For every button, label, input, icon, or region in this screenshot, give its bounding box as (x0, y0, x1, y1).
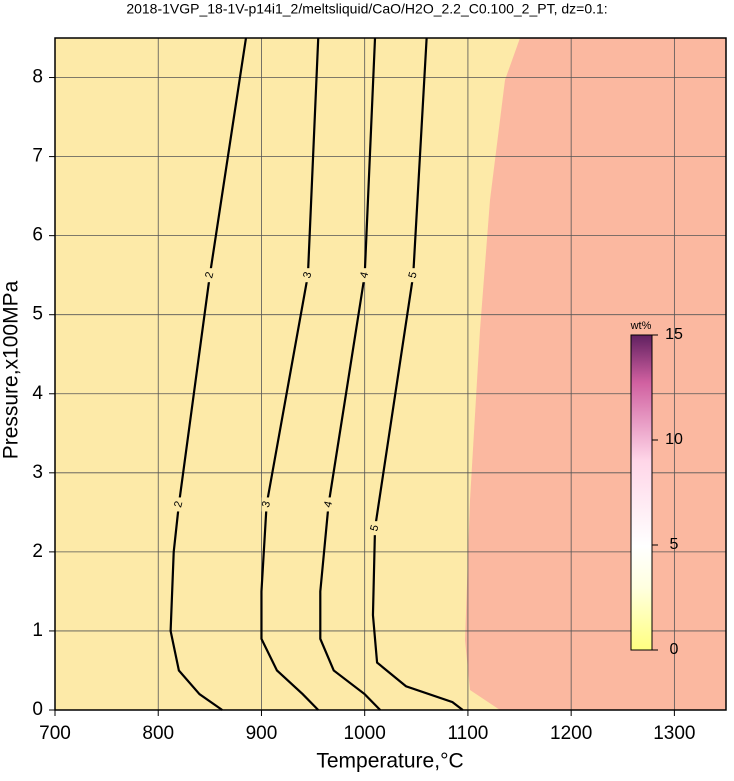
contour-label-bg (173, 497, 184, 512)
plot-frame (54, 37, 727, 711)
y-tick-label: 3 (32, 462, 43, 483)
y-tick-label: 0 (32, 699, 43, 720)
high-region (465, 38, 726, 710)
contour-label-bg (323, 497, 334, 512)
colorbar-label: wt% (630, 320, 652, 332)
x-tick-label: 800 (142, 723, 174, 744)
y-tick-label: 2 (32, 541, 43, 562)
contour-label: 3 (260, 500, 273, 509)
contour-label: 4 (358, 271, 371, 280)
x-tick-label: 900 (246, 723, 278, 744)
contour-label-bg (359, 268, 370, 283)
colorbar-tick-label: 15 (665, 326, 683, 343)
contour-label: 5 (407, 271, 420, 280)
x-tick-label: 700 (39, 723, 71, 744)
y-tick-label: 5 (32, 304, 43, 325)
contour-label: 5 (368, 524, 381, 533)
contour-line (371, 37, 464, 711)
contour-line (319, 37, 381, 711)
contour-line (169, 37, 248, 711)
chart-title: 2018-1VGP_18-1V-p14i1_2/meltsliquid/CaO/… (126, 1, 607, 17)
contour-label-bg (370, 521, 381, 536)
contour-label: 3 (301, 271, 314, 280)
contour-label-bg (261, 497, 272, 512)
y-tick-label: 4 (32, 383, 43, 404)
contour-label: 4 (322, 500, 335, 509)
contour-line (260, 37, 320, 711)
contour-label: 2 (203, 271, 216, 280)
contour-label-bg (204, 268, 215, 283)
y-axis-label: Pressure,x100MPa (0, 280, 23, 459)
colorbar-tick-label: 5 (670, 536, 679, 553)
x-tick-label: 1000 (344, 723, 386, 744)
y-tick-label: 6 (32, 225, 43, 246)
x-tick-label: 1100 (447, 723, 488, 744)
colorbar-tick-label: 0 (670, 641, 679, 658)
y-tick-label: 8 (32, 67, 43, 88)
x-axis-label: Temperature,°C (316, 750, 463, 773)
y-tick-label: 1 (32, 620, 43, 641)
contour-label-bg (408, 268, 419, 283)
contour-label-bg (302, 268, 313, 283)
x-tick-label: 1300 (653, 723, 695, 744)
colorbar (630, 334, 653, 651)
y-tick-label: 7 (32, 146, 43, 167)
contour-label: 2 (172, 500, 185, 509)
colorbar-tick-label: 10 (665, 431, 683, 448)
x-tick-label: 1200 (550, 723, 592, 744)
